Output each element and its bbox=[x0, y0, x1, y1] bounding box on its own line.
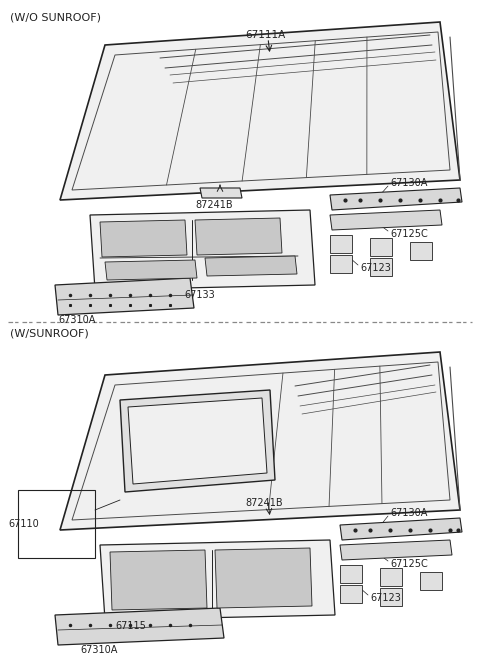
Polygon shape bbox=[340, 585, 362, 603]
Text: 67110: 67110 bbox=[8, 519, 39, 529]
Polygon shape bbox=[120, 390, 275, 492]
Polygon shape bbox=[340, 518, 462, 540]
Text: 67130A: 67130A bbox=[390, 508, 427, 518]
Polygon shape bbox=[370, 258, 392, 276]
Polygon shape bbox=[55, 278, 194, 315]
Polygon shape bbox=[128, 398, 267, 484]
Polygon shape bbox=[330, 255, 352, 273]
Polygon shape bbox=[200, 188, 242, 198]
Text: 87241B: 87241B bbox=[245, 498, 283, 508]
Text: 67133: 67133 bbox=[185, 290, 216, 300]
Polygon shape bbox=[380, 588, 402, 606]
Polygon shape bbox=[340, 540, 452, 560]
Polygon shape bbox=[340, 565, 362, 583]
Text: 67115: 67115 bbox=[115, 621, 146, 631]
Polygon shape bbox=[90, 210, 315, 290]
Polygon shape bbox=[195, 218, 282, 255]
Polygon shape bbox=[215, 548, 312, 608]
Polygon shape bbox=[370, 238, 392, 256]
Polygon shape bbox=[110, 550, 207, 610]
Text: 67310A: 67310A bbox=[80, 645, 118, 655]
Text: (W/O SUNROOF): (W/O SUNROOF) bbox=[10, 13, 101, 23]
Text: 67123: 67123 bbox=[370, 593, 401, 603]
Polygon shape bbox=[55, 608, 224, 645]
Polygon shape bbox=[330, 235, 352, 253]
Text: 67123: 67123 bbox=[360, 263, 391, 273]
Polygon shape bbox=[60, 22, 460, 200]
Polygon shape bbox=[205, 256, 297, 276]
Polygon shape bbox=[330, 210, 442, 230]
Polygon shape bbox=[100, 220, 187, 257]
Text: 67125C: 67125C bbox=[390, 229, 428, 239]
Polygon shape bbox=[330, 188, 462, 210]
Text: 67125C: 67125C bbox=[390, 559, 428, 569]
Polygon shape bbox=[420, 572, 442, 590]
Text: 67130A: 67130A bbox=[390, 178, 427, 188]
Polygon shape bbox=[105, 260, 197, 280]
Polygon shape bbox=[410, 242, 432, 260]
Text: 67310A: 67310A bbox=[58, 315, 96, 325]
Text: 67111A: 67111A bbox=[245, 30, 285, 40]
Text: 87241B: 87241B bbox=[195, 200, 233, 210]
Text: (W/SUNROOF): (W/SUNROOF) bbox=[10, 329, 89, 339]
Polygon shape bbox=[100, 540, 335, 620]
Polygon shape bbox=[60, 352, 460, 530]
Polygon shape bbox=[380, 568, 402, 586]
